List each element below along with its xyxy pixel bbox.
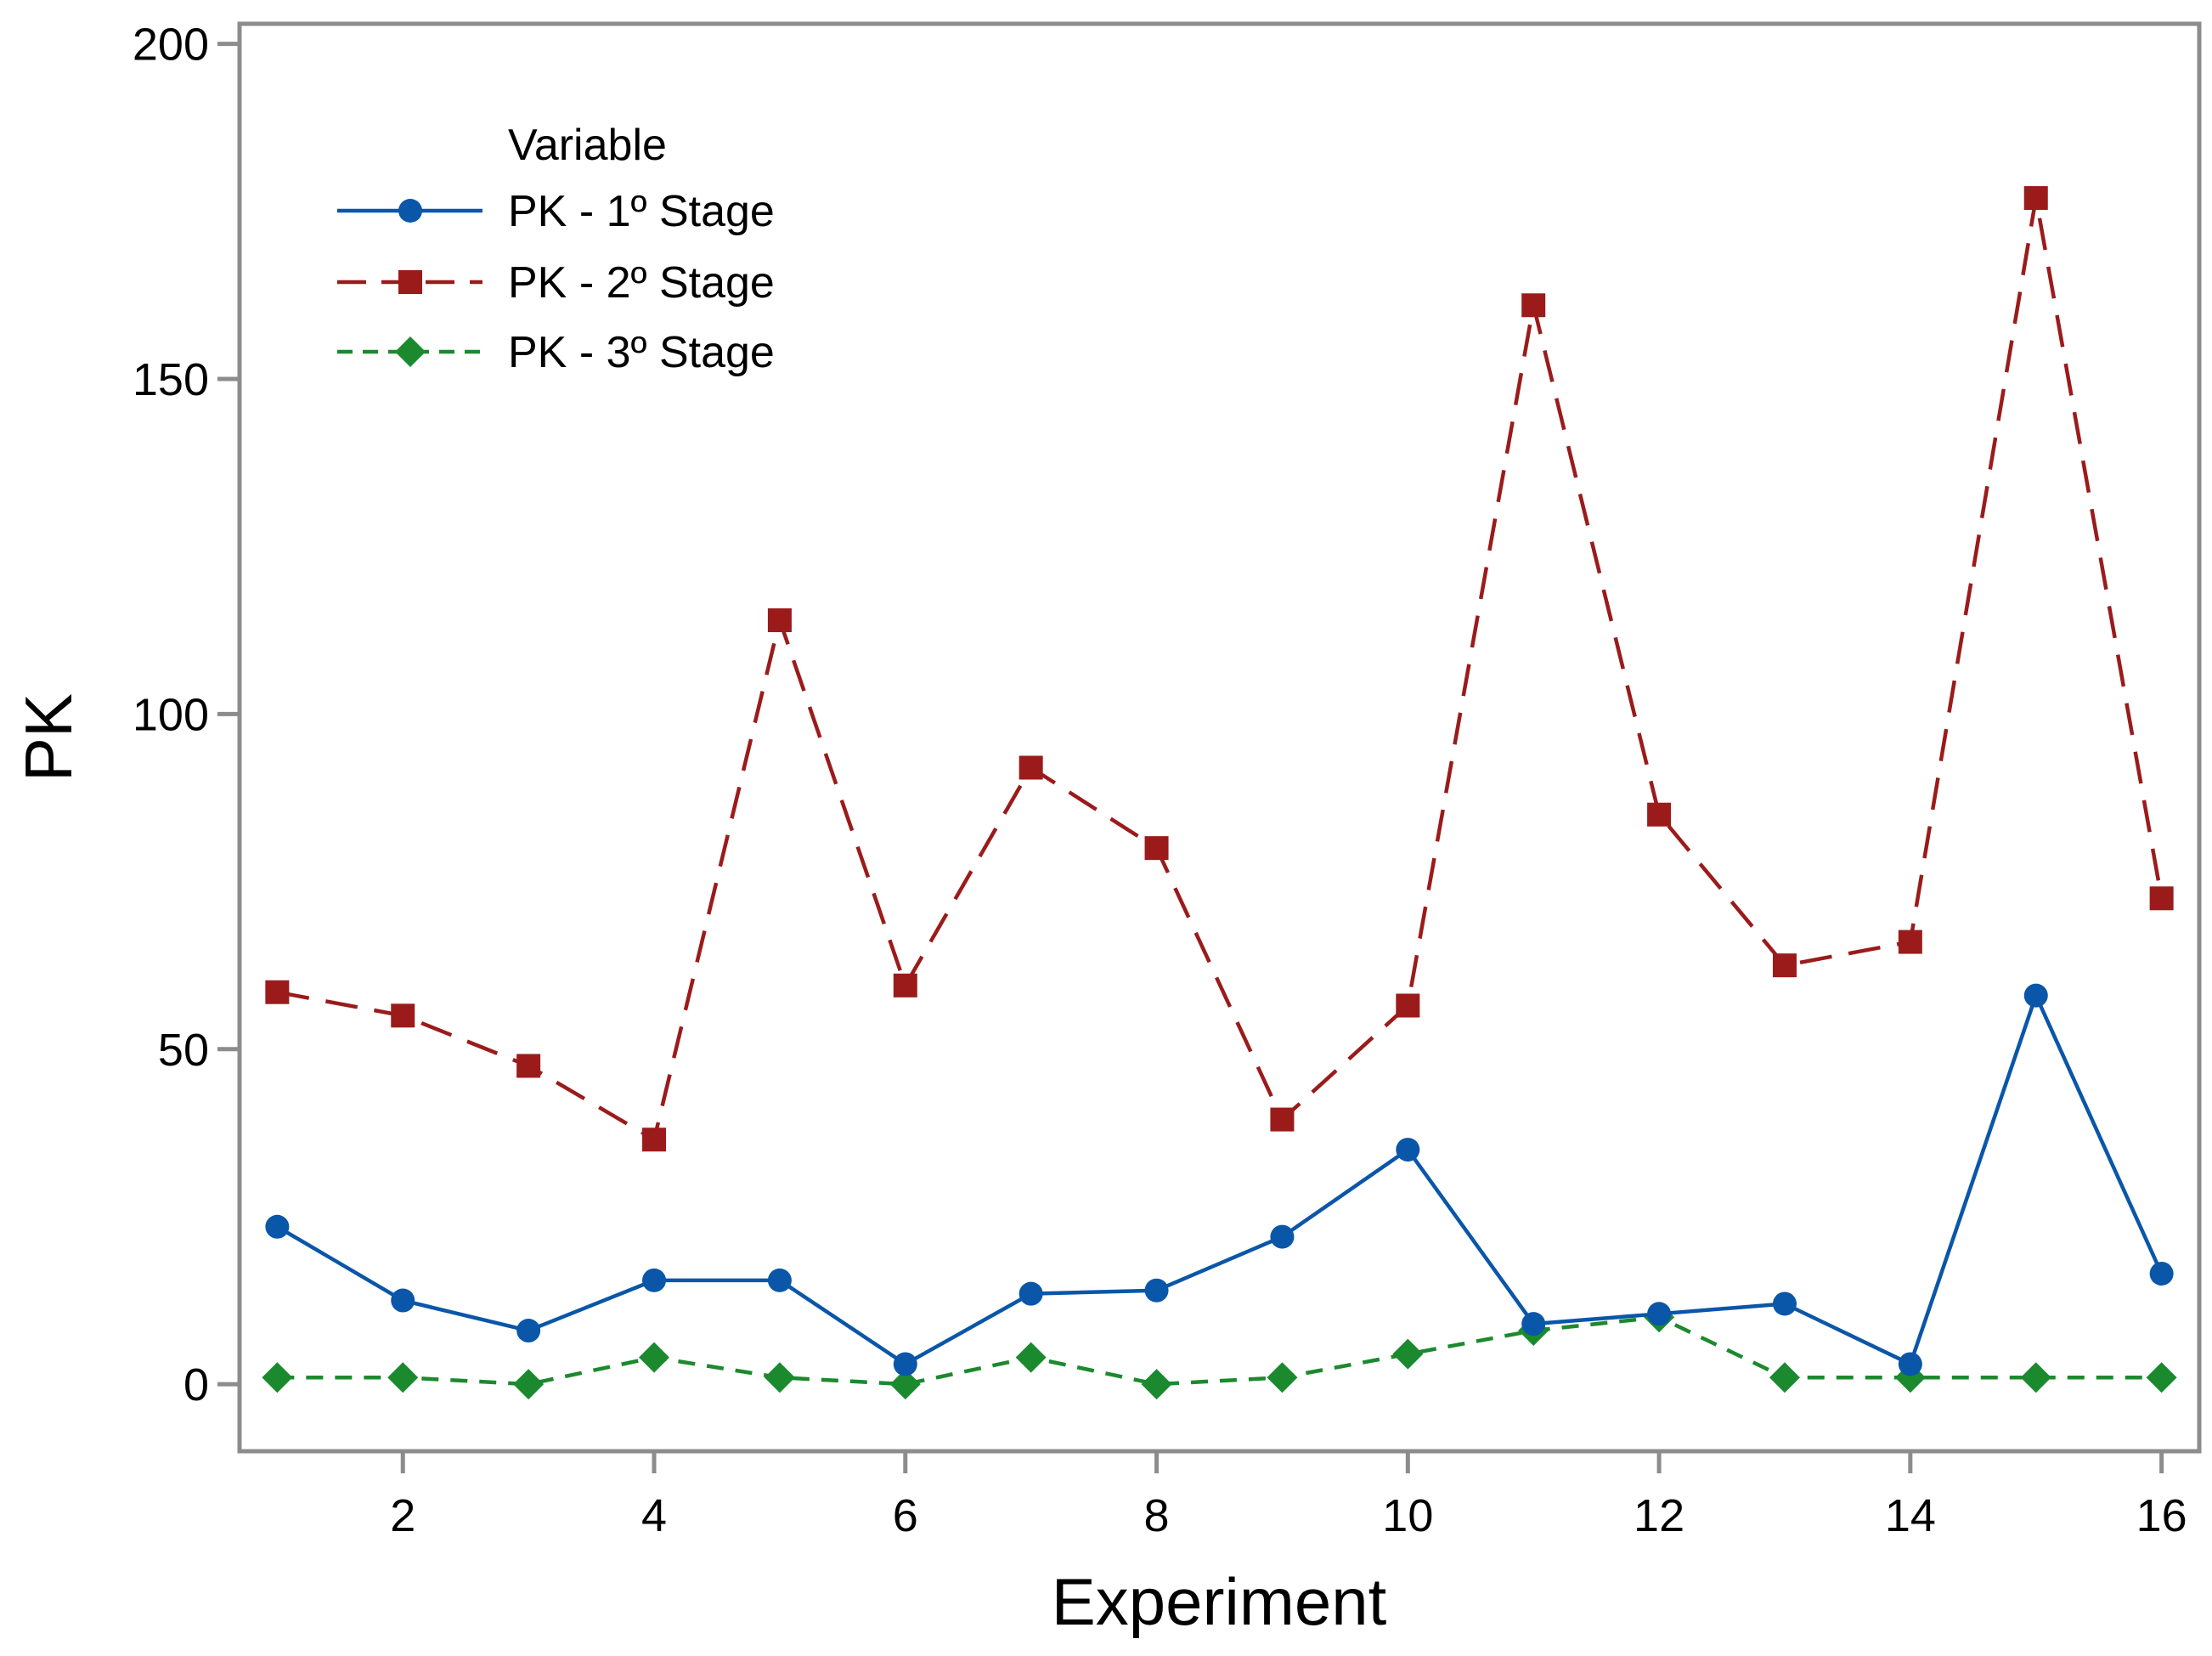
series-2-point-12	[1647, 802, 1672, 827]
x-tick-label-14: 14	[1885, 1490, 1936, 1541]
y-tick-label-100: 100	[133, 689, 209, 740]
series-3-point-8	[1141, 1369, 1172, 1400]
series-1-point-16	[2149, 1261, 2174, 1286]
series-1-point-3	[516, 1319, 541, 1343]
y-axis-title: PK	[11, 693, 86, 782]
series-1-point-12	[1647, 1302, 1672, 1326]
series-2-point-13	[1772, 953, 1797, 978]
series-3-point-7	[1015, 1342, 1047, 1373]
series-1-point-7	[1019, 1281, 1043, 1306]
x-tick-label-2: 2	[390, 1490, 415, 1541]
series-3-point-15	[2020, 1362, 2051, 1393]
series-2-point-11	[1521, 293, 1546, 318]
series-3-point-9	[1267, 1362, 1298, 1393]
series-2	[265, 186, 2174, 1152]
legend-marker-3	[395, 336, 426, 367]
series-1-point-10	[1396, 1138, 1420, 1162]
series-2-point-5	[767, 608, 792, 632]
series-3-point-16	[2146, 1362, 2177, 1393]
series-1-point-8	[1144, 1278, 1169, 1303]
series-2-point-1	[265, 980, 290, 1004]
series-3-point-6	[889, 1369, 921, 1400]
series-2-line	[276, 195, 2164, 1142]
series-2-point-16	[2149, 886, 2174, 911]
legend-label-2: PK - 2º Stage	[508, 258, 775, 308]
x-tick-label-16: 16	[2136, 1490, 2187, 1541]
series-2-point-6	[893, 973, 917, 998]
series-1-line	[276, 993, 2164, 1366]
y-tick-label-150: 150	[133, 354, 209, 405]
legend-marker-1	[398, 199, 422, 223]
series-1-point-4	[642, 1268, 667, 1292]
series-1	[265, 983, 2174, 1376]
legend-label-1: PK - 1º Stage	[508, 187, 775, 236]
series-2-point-4	[642, 1128, 667, 1152]
series-1-point-5	[767, 1268, 792, 1292]
series-2-point-7	[1019, 755, 1043, 780]
series-2-point-3	[516, 1054, 541, 1078]
series-2-point-15	[2023, 186, 2048, 211]
y-axis: 0 50 100 150 200	[133, 20, 240, 1410]
series-1-point-1	[265, 1214, 290, 1239]
series-1-point-14	[1898, 1352, 1922, 1376]
y-tick-label-200: 200	[133, 20, 209, 71]
series-3	[262, 1302, 2177, 1400]
x-tick-label-6: 6	[893, 1490, 918, 1541]
series-1-point-6	[893, 1352, 917, 1376]
series-2-point-14	[1898, 930, 1922, 954]
x-tick-label-4: 4	[641, 1490, 667, 1541]
x-tick-label-12: 12	[1634, 1490, 1684, 1541]
x-axis: 2 4 6 8 10 12 14 16	[390, 1451, 2187, 1541]
series-2-point-10	[1396, 993, 1420, 1018]
series-2-point-2	[391, 1003, 415, 1028]
series-1-point-11	[1521, 1312, 1546, 1337]
x-tick-label-10: 10	[1382, 1490, 1433, 1541]
legend-title: Variable	[508, 121, 667, 170]
plot-frame	[237, 21, 2202, 1454]
y-tick-label-50: 50	[158, 1025, 209, 1076]
legend: Variable PK - 1º Stage PK - 2º Stage PK - 3…	[337, 121, 775, 377]
series-1-point-13	[1772, 1291, 1797, 1316]
series-2-point-9	[1270, 1107, 1295, 1132]
series-3-point-13	[1769, 1362, 1800, 1393]
series-1-point-9	[1270, 1224, 1295, 1249]
x-tick-label-8: 8	[1144, 1490, 1170, 1541]
x-axis-title: Experiment	[1052, 1564, 1387, 1639]
series-2-point-8	[1144, 836, 1169, 861]
series-3-point-4	[639, 1342, 670, 1373]
legend-label-3: PK - 3º Stage	[508, 328, 775, 377]
series-3-point-3	[513, 1369, 545, 1400]
series-3-point-2	[387, 1362, 419, 1393]
series-layer	[262, 186, 2177, 1400]
series-3-point-1	[262, 1362, 293, 1393]
series-1-point-2	[391, 1288, 415, 1313]
series-3-point-10	[1392, 1338, 1424, 1370]
legend-marker-2	[398, 270, 422, 294]
series-3-point-5	[764, 1362, 795, 1393]
series-1-point-15	[2023, 983, 2048, 1008]
series-3-line	[277, 1315, 2162, 1387]
y-tick-label-0: 0	[183, 1359, 209, 1410]
